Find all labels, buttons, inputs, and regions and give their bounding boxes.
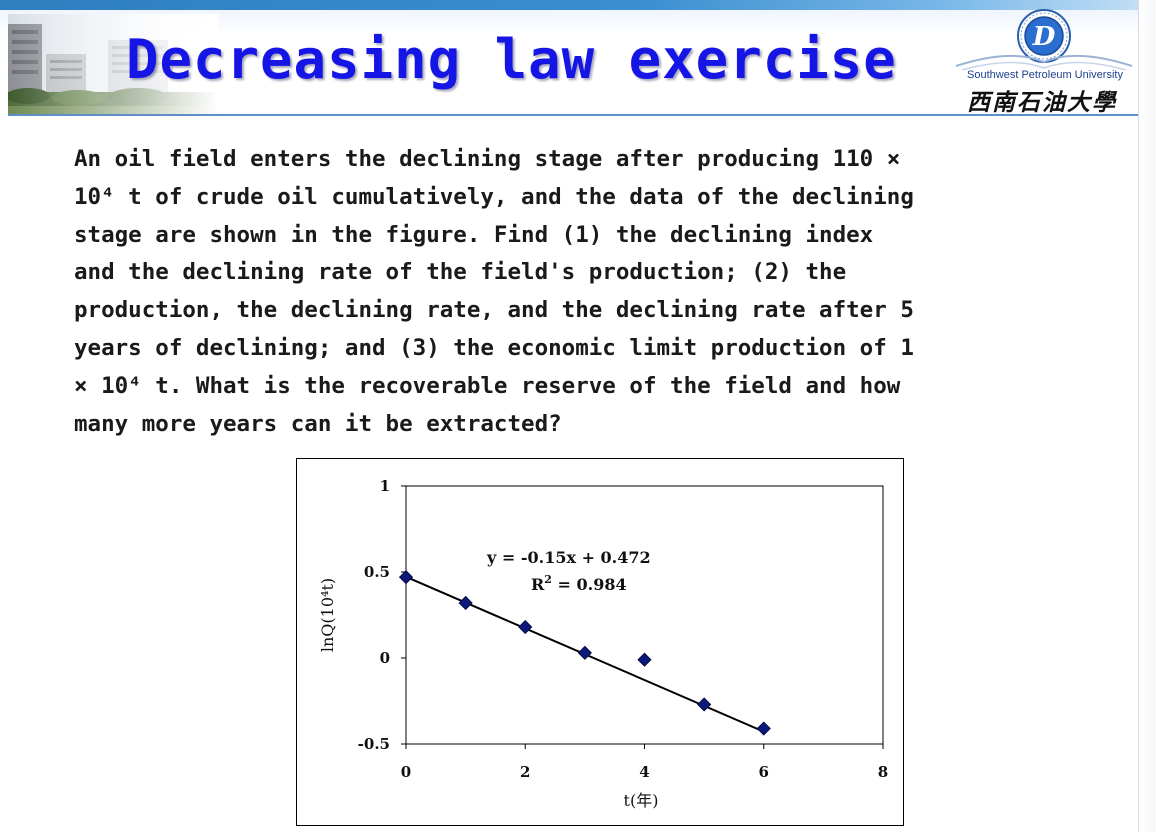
y-axis: 1 0.5 0 -0.5 <box>358 477 406 753</box>
trendline-equation: y = -0.15x + 0.472 <box>486 548 651 567</box>
data-point-diamond <box>398 570 414 585</box>
problem-line: years of declining; and (3) the economic… <box>74 334 914 361</box>
university-logo: D <box>1016 8 1072 64</box>
y-tick-label: -0.5 <box>358 735 390 753</box>
x-axis: 0 2 4 6 8 <box>401 744 888 781</box>
x-tick-label: 0 <box>401 763 411 781</box>
campus-image <box>8 14 218 114</box>
svg-text:D: D <box>1032 22 1056 52</box>
data-point-diamond <box>518 619 533 635</box>
x-axis-label: t(年) <box>624 791 659 810</box>
problem-statement: An oil field enters the declining stage … <box>74 141 1074 443</box>
y-axis-label: lnQ(10⁴t) <box>318 578 337 652</box>
y-tick-label: 0.5 <box>364 563 390 581</box>
data-point-diamond <box>756 721 771 736</box>
problem-line: × 10⁴ t. What is the recoverable reserve… <box>74 372 901 399</box>
header-top-line <box>0 0 1156 10</box>
x-tick-label: 6 <box>759 763 769 781</box>
data-point-diamond <box>697 697 712 712</box>
problem-line: many more years can it be extracted? <box>74 410 562 437</box>
y-tick-label: 1 <box>380 477 390 495</box>
x-tick-label: 4 <box>639 763 649 781</box>
decline-chart: 0 2 4 6 8 1 0.5 0 -0.5 y = -0.15x + 0.472 R2 = … <box>296 458 904 826</box>
problem-line: 10⁴ t of crude oil cumulatively, and the… <box>74 183 914 210</box>
university-name-en: Southwest Petroleum University <box>967 69 1123 81</box>
data-point-diamond <box>458 595 473 611</box>
plot-area <box>405 485 884 745</box>
x-tick-label: 8 <box>878 763 888 781</box>
x-tick-label: 2 <box>520 763 530 781</box>
university-name-cn: 西南石油大學 <box>967 89 1117 116</box>
page-title: Decreasing law exercise <box>126 28 897 91</box>
problem-line: stage are shown in the figure. Find (1) … <box>74 221 874 248</box>
y-tick-label: 0 <box>380 649 390 667</box>
data-points <box>398 570 771 736</box>
data-point-diamond <box>637 652 652 667</box>
problem-line: production, the declining rate, and the … <box>74 297 914 324</box>
header-divider <box>8 114 1138 116</box>
r-squared-label: R2 = 0.984 <box>531 573 627 594</box>
data-point-diamond <box>577 645 592 660</box>
slide-edge <box>1138 0 1156 832</box>
problem-line: An oil field enters the declining stage … <box>74 146 901 172</box>
chart-canvas: 0 2 4 6 8 1 0.5 0 -0.5 y = -0.15x + 0.472 R2 = … <box>318 477 888 810</box>
problem-line: and the declining rate of the field's pr… <box>74 259 847 286</box>
logo-wing <box>952 44 1136 74</box>
